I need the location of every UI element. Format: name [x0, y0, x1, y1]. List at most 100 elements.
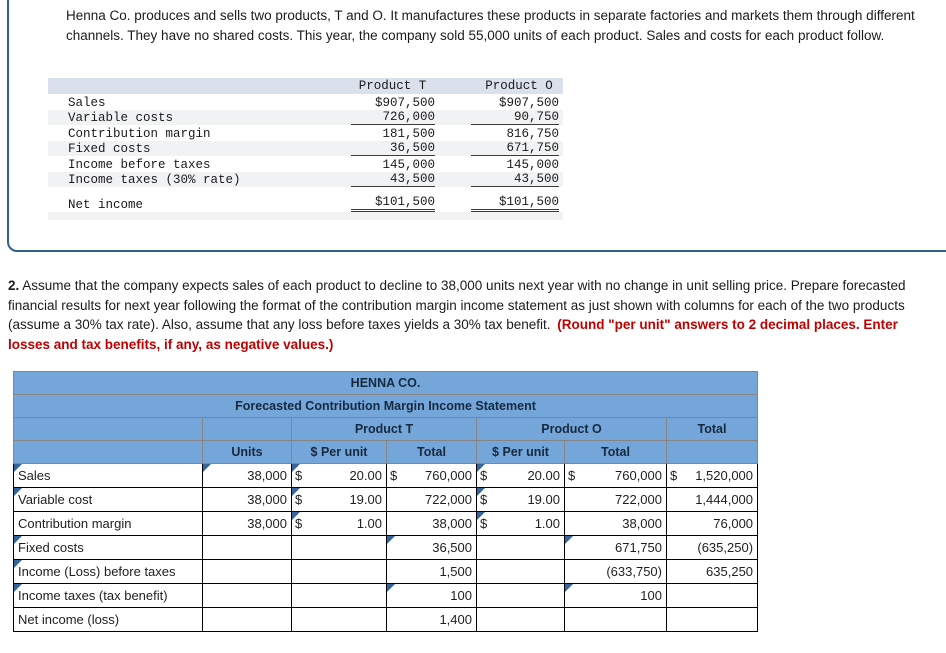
cell-value: (635,250): [697, 540, 754, 555]
answer-cell[interactable]: $1.00: [291, 511, 387, 536]
answered-marker-icon: [203, 464, 211, 472]
statement-label: Contribution margin: [68, 126, 211, 141]
cell-value: 38,000: [247, 516, 287, 531]
row-label-input-cell[interactable]: Sales: [13, 463, 203, 488]
row-label: Sales: [18, 468, 51, 483]
value-cell: 76,000: [665, 511, 759, 536]
answer-cell[interactable]: 1,400: [386, 607, 477, 632]
worksheet-row: Income (Loss) before taxes 1,500 (633,750)…: [13, 559, 759, 584]
worksheet-table: HENNA CO. Forecasted Contribution Margin…: [12, 371, 759, 632]
answer-cell[interactable]: 671,750: [564, 535, 667, 560]
question-2: 2. Assume that the company expects sales…: [8, 276, 942, 354]
statement-label: Sales: [68, 95, 106, 110]
cell-value: 100: [640, 588, 662, 603]
value-cell: [202, 559, 292, 584]
worksheet-row: Net income (loss) 1,400: [13, 607, 759, 632]
cell-value: 1,444,000: [695, 492, 754, 507]
cell-value: 760,000: [425, 468, 472, 483]
statement-label: Income before taxes: [68, 157, 211, 172]
value-cell: 635,250: [665, 559, 759, 584]
answer-cell[interactable]: $20.00: [291, 463, 387, 488]
cell-value: 20.00: [349, 468, 382, 483]
statement-row: Sales $907,500 $907,500: [48, 94, 563, 110]
statement-cell-t: 145,000: [330, 158, 435, 172]
value-cell: [202, 607, 292, 632]
worksheet-company-title: HENNA CO.: [12, 371, 759, 395]
currency-symbol: $: [480, 516, 488, 531]
worksheet-row: Contribution margin 38,000 $1.00 38,000 $1.0…: [13, 511, 759, 536]
cell-value: 38,000: [247, 492, 287, 507]
worksheet-row: Sales 38,000 $20.00 $760,000 $20.00 $760,000 $…: [13, 463, 759, 488]
answer-cell[interactable]: $19.00: [476, 487, 565, 512]
problem-statement: Henna Co. produces and sells two product…: [66, 8, 915, 43]
currency-symbol: $: [295, 516, 303, 531]
col-header-total-spacer: [665, 440, 759, 464]
currency-symbol: $: [568, 468, 576, 483]
answered-marker-icon: [387, 584, 395, 592]
statement-value-o: $907,500: [498, 95, 559, 110]
statement-cell-o: 145,000: [435, 158, 563, 172]
group-header-spacer-label: [13, 417, 203, 441]
answer-cell[interactable]: [564, 607, 667, 632]
statement-label: Variable costs: [68, 111, 174, 125]
statement-value-t: $907,500: [374, 95, 435, 110]
statement-row: Income before taxes 145,000 145,000: [48, 156, 563, 172]
col-header-per-unit-o: $ Per unit: [476, 440, 565, 464]
value-cell: 38,000: [564, 511, 667, 536]
statement-value-t: 36,500: [351, 141, 435, 156]
answer-cell[interactable]: $1.00: [476, 511, 565, 536]
statement-value-o: 671,750: [471, 141, 559, 156]
value-cell: $760,000: [564, 463, 667, 488]
statement-value-t: 145,000: [382, 157, 435, 172]
row-label-input-cell[interactable]: Fixed costs: [13, 535, 203, 560]
group-header-product-o: Product O: [476, 417, 667, 441]
row-label: Contribution margin: [18, 516, 132, 531]
statement-cell-t: 43,500: [330, 172, 435, 187]
group-header-product-t: Product T: [291, 417, 477, 441]
col-header-total-t: Total: [386, 440, 477, 464]
row-label-cell: Net income (loss): [13, 607, 203, 632]
value-cell: 722,000: [564, 487, 667, 512]
statement-cell-o: 816,750: [435, 127, 563, 141]
value-cell: 38,000: [202, 511, 292, 536]
value-cell: [476, 559, 565, 584]
cell-value: 38,000: [622, 516, 662, 531]
value-cell: [476, 583, 565, 608]
value-cell: [291, 583, 387, 608]
answer-cell[interactable]: $19.00: [291, 487, 387, 512]
statement-row: Variable costs 726,000 90,750: [48, 109, 563, 125]
statement-value-o: 43,500: [471, 172, 559, 187]
answer-cell[interactable]: $20.00: [476, 463, 565, 488]
cell-value: 38,000: [432, 516, 472, 531]
statement-cell-t: $101,500: [330, 195, 435, 212]
worksheet-row: Income taxes (tax benefit) 100 100: [13, 583, 759, 608]
currency-symbol: $: [480, 492, 488, 507]
answer-cell[interactable]: 38,000: [202, 463, 292, 488]
cell-value: 722,000: [615, 492, 662, 507]
col-header-total-o: Total: [564, 440, 667, 464]
value-cell: [291, 607, 387, 632]
col-header-units: Units: [202, 440, 292, 464]
answer-cell[interactable]: 100: [386, 583, 477, 608]
statement-cell-o: $101,500: [435, 195, 563, 212]
question-number: 2.: [8, 278, 20, 293]
statement-header-product-t: Product T: [358, 79, 427, 93]
answer-cell[interactable]: 100: [564, 583, 667, 608]
statement-cell-o: 671,750: [435, 141, 563, 156]
statement-cell-o: 43,500: [435, 172, 563, 187]
statement-value-t: 43,500: [351, 172, 435, 187]
answer-cell[interactable]: 36,500: [386, 535, 477, 560]
statement-value-o: 145,000: [506, 157, 559, 172]
row-label-input-cell[interactable]: Income taxes (tax benefit): [13, 583, 203, 608]
statement-footer-strip: [48, 212, 563, 220]
cell-value: 1.00: [356, 516, 382, 531]
statement-rows: Sales $907,500 $907,500 Variable costs 726,0…: [48, 94, 563, 212]
row-label-input-cell[interactable]: Variable cost: [13, 487, 203, 512]
row-label: Variable cost: [18, 492, 93, 507]
statement-value-o: 90,750: [471, 110, 559, 125]
value-cell: $1,520,000: [665, 463, 759, 488]
value-cell: [202, 535, 292, 560]
cell-value: 1,500: [439, 564, 472, 579]
row-label-input-cell[interactable]: Income (Loss) before taxes: [13, 559, 203, 584]
statement-label: Income taxes (30% rate): [68, 173, 241, 187]
